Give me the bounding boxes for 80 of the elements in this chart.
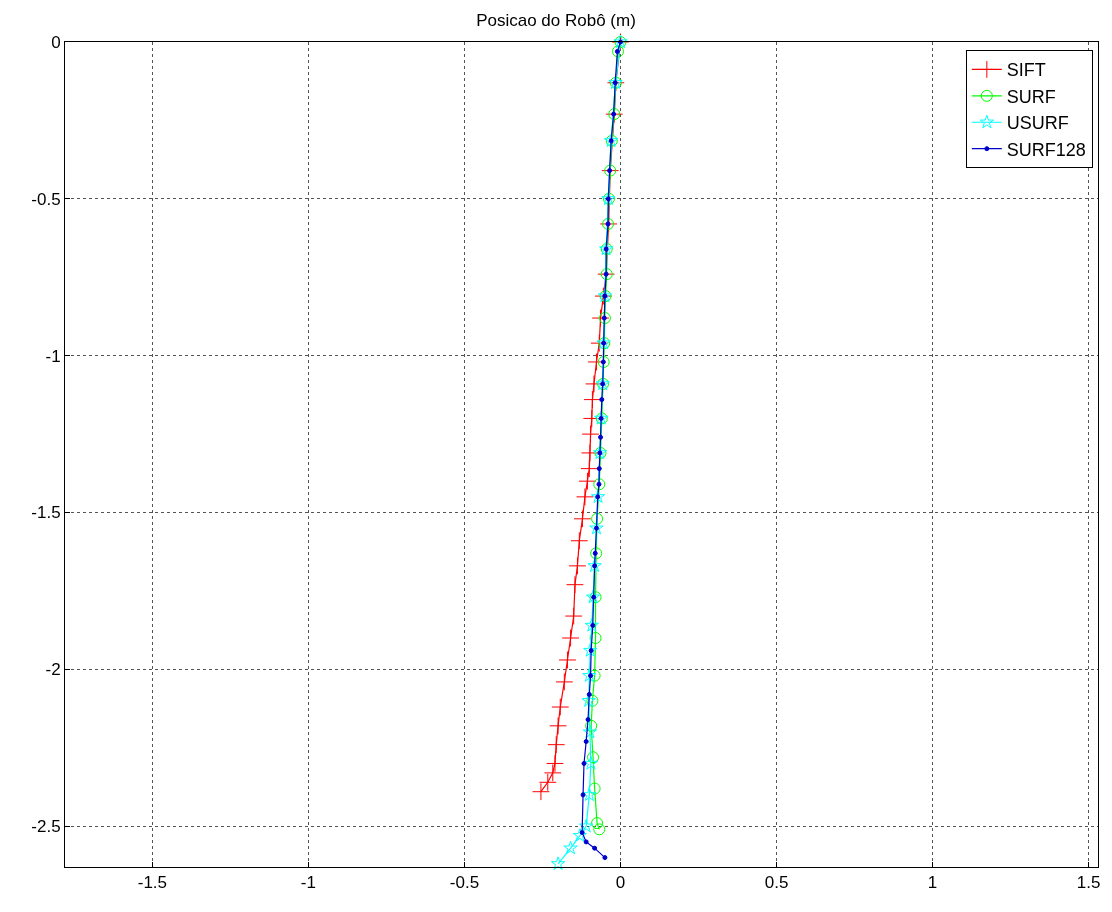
point	[583, 755, 599, 770]
point	[578, 472, 597, 491]
point	[581, 760, 587, 766]
chart-title: Posicao do Robô (m)	[476, 10, 636, 30]
point	[573, 509, 592, 528]
point	[580, 792, 586, 798]
x-tick-label: 0.5	[764, 873, 789, 893]
point	[597, 355, 610, 368]
point	[583, 390, 602, 409]
point	[591, 309, 610, 327]
point	[582, 724, 598, 739]
point	[598, 312, 611, 325]
point	[587, 751, 600, 764]
point	[589, 632, 602, 645]
point	[532, 782, 550, 801]
y-tick-label: -2	[45, 660, 61, 680]
point	[586, 694, 599, 707]
point	[593, 823, 606, 836]
point	[547, 735, 566, 754]
point	[590, 334, 609, 353]
point	[583, 739, 589, 745]
point	[555, 673, 574, 691]
y-tick-label: -2.5	[31, 817, 61, 837]
point	[568, 556, 587, 575]
point	[596, 466, 602, 472]
point	[599, 397, 605, 403]
x-tick-label: -0.5	[449, 873, 480, 893]
point	[582, 787, 597, 802]
point	[563, 840, 578, 855]
x-tick-label: -1.5	[137, 873, 168, 893]
point	[593, 478, 606, 491]
point	[590, 547, 603, 560]
x-tick-label: 1	[927, 873, 938, 893]
point	[579, 818, 594, 833]
point	[576, 487, 594, 506]
point	[583, 643, 598, 657]
point	[590, 489, 606, 504]
point	[550, 856, 566, 871]
point	[602, 855, 608, 861]
point	[582, 668, 597, 682]
point	[561, 629, 580, 647]
x-tick-label: 0	[615, 873, 626, 893]
point	[591, 817, 604, 830]
point	[585, 719, 598, 732]
point	[546, 754, 564, 773]
y-tick-label: -1.5	[31, 503, 61, 523]
point	[591, 512, 604, 525]
point	[587, 558, 602, 573]
point	[549, 716, 567, 735]
point	[586, 691, 592, 697]
point	[588, 669, 601, 682]
point	[564, 607, 583, 625]
point	[592, 845, 598, 851]
point	[566, 575, 584, 594]
point	[538, 773, 557, 792]
x-tick-label: 1.5	[1076, 873, 1101, 893]
legend-label: SURF	[1006, 86, 1056, 107]
point	[585, 717, 591, 723]
point	[581, 425, 600, 444]
point	[589, 591, 602, 604]
point	[543, 763, 562, 782]
x-tick-label: -1	[300, 873, 316, 893]
point	[558, 651, 577, 669]
point	[584, 617, 599, 632]
point	[583, 839, 589, 845]
point	[589, 520, 604, 535]
point	[612, 45, 625, 58]
point	[598, 434, 604, 440]
point	[572, 828, 588, 842]
y-tick-label: -0.5	[31, 189, 61, 209]
point	[588, 782, 601, 795]
y-tick-label: -1	[45, 346, 61, 366]
point	[570, 531, 589, 550]
y-tick-label: 0	[51, 32, 61, 52]
legend-label: SIFT	[1006, 60, 1046, 81]
legend-label: USURF	[1006, 113, 1069, 134]
point	[585, 589, 601, 604]
legend-label: SURF128	[1006, 139, 1086, 160]
point	[551, 698, 570, 716]
point	[580, 459, 599, 478]
